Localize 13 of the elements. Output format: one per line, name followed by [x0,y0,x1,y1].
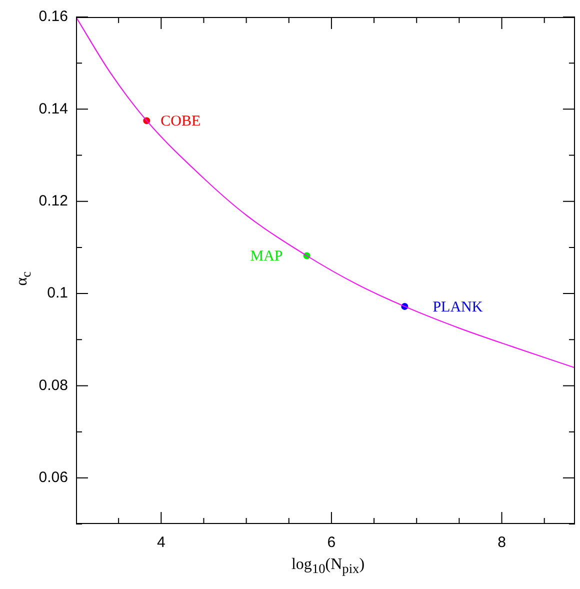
series-label: COBE [160,114,201,130]
x-tick-label: 6 [327,534,336,552]
series-label: PLANK [432,299,483,316]
series-label: MAP [250,248,283,265]
y-tick-label: 0.12 [38,192,68,210]
x-axis-title: log$_{10}$(N$_{pix}$) [290,556,366,578]
y-tick-label: 0.14 [38,100,68,118]
x-tick-label: 4 [156,534,166,552]
y-tick-label: 0.08 [38,376,68,394]
y-tick-label: 0.06 [38,469,68,486]
y-tick-label: 0.1 [47,284,68,302]
x-tick-label: 8 [498,534,506,552]
y-tick-label: 0.16 [38,8,68,26]
